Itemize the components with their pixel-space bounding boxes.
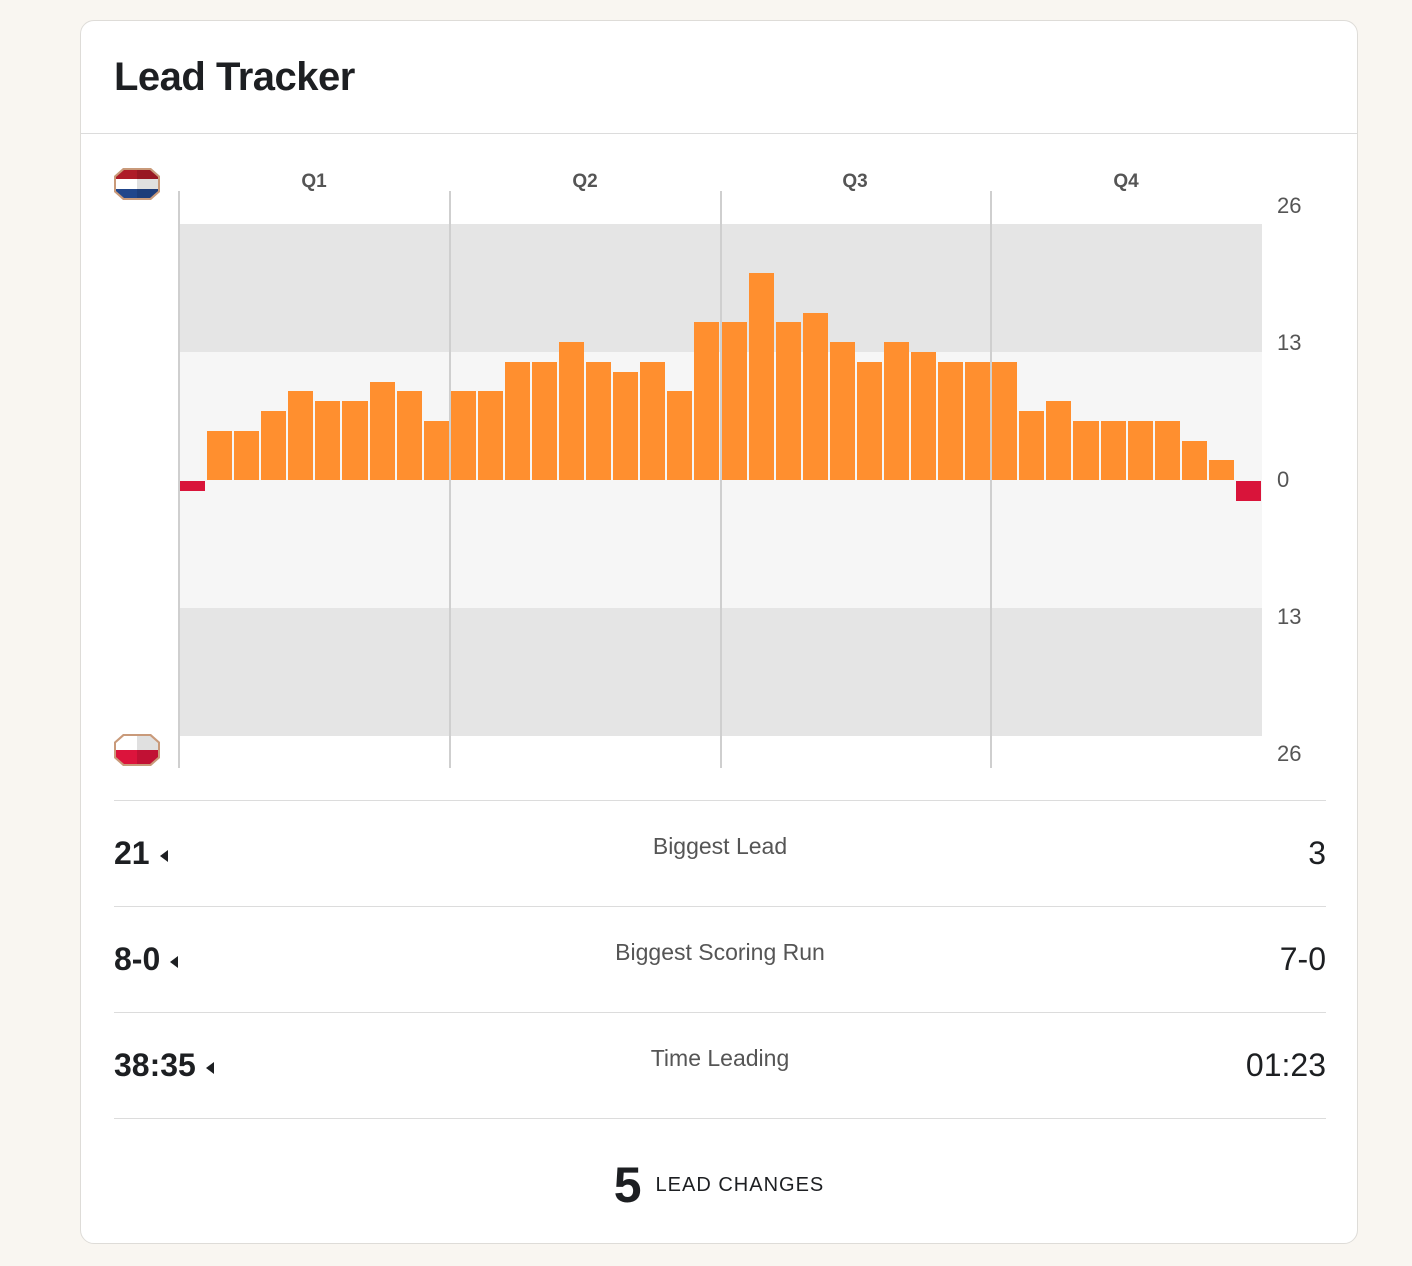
home-lead-bar	[1127, 420, 1153, 480]
home-value: 21	[114, 835, 168, 872]
away-scoring-run: 7-0	[1279, 941, 1326, 977]
quarter-label: Q3	[842, 171, 868, 192]
home-lead-bar	[234, 430, 260, 480]
netherlands-flag-icon	[113, 167, 161, 201]
away-time-leading: 01:23	[1245, 1047, 1326, 1083]
stat-row-scoring-run: 8-0 Biggest Scoring Run 7-0	[114, 906, 1326, 1013]
home-lead-bar	[369, 381, 395, 480]
home-lead-bar	[721, 322, 747, 480]
y-tick-label: 26	[1277, 741, 1302, 766]
home-lead-bar	[477, 391, 503, 480]
away-lead-bar	[1235, 481, 1261, 501]
quarter-label: Q2	[572, 171, 598, 192]
home-lead-bar	[261, 411, 287, 480]
home-lead-bar	[450, 391, 476, 480]
home-lead-bar	[775, 322, 801, 480]
home-lead-bar	[423, 420, 449, 480]
home-scoring-run: 8-0	[114, 941, 161, 977]
home-lead-bar	[856, 361, 882, 480]
caret-left-icon	[170, 955, 179, 968]
home-lead-bar	[640, 361, 666, 480]
home-lead-bar	[1073, 420, 1099, 480]
home-value: 38:35	[114, 1047, 214, 1084]
home-lead-bar	[1046, 401, 1072, 480]
lead-changes-label: LEAD CHANGES	[655, 1173, 825, 1196]
home-lead-bar	[1154, 420, 1180, 480]
home-lead-bar	[559, 342, 585, 480]
home-lead-bar	[911, 352, 937, 480]
lead-changes: 5 LEAD CHANGES	[81, 1156, 1357, 1214]
home-lead-bar	[992, 361, 1018, 480]
home-lead-bar	[694, 322, 720, 480]
stat-label: Time Leading	[650, 1045, 790, 1071]
poland-flag-icon	[113, 733, 161, 767]
caret-left-icon	[159, 849, 168, 862]
home-lead-bar	[965, 361, 991, 480]
home-lead-bar	[531, 361, 558, 480]
y-tick-label: 13	[1277, 604, 1302, 629]
home-lead-bar	[586, 361, 612, 480]
y-tick-label: 13	[1277, 330, 1302, 355]
home-lead-bar	[396, 391, 422, 480]
away-biggest-lead: 3	[1308, 835, 1326, 871]
home-lead-bar	[829, 342, 855, 480]
home-lead-bar	[504, 361, 530, 480]
home-lead-bar	[1208, 460, 1234, 480]
home-time-leading: 38:35	[114, 1047, 196, 1083]
home-lead-bar	[802, 312, 828, 480]
y-tick-label: 0	[1277, 467, 1290, 492]
home-lead-bar	[1019, 411, 1045, 480]
row-divider	[114, 1118, 1326, 1119]
caret-left-icon	[205, 1061, 214, 1074]
home-lead-bar	[938, 361, 964, 480]
quarter-divider	[448, 191, 451, 768]
card-title: Lead Tracker	[114, 55, 355, 99]
stat-label: Biggest Scoring Run	[615, 939, 825, 965]
y-tick-label: 26	[1277, 193, 1302, 218]
stat-row-time-leading: 38:35 Time Leading 01:23	[114, 1012, 1326, 1119]
home-lead-bar	[1181, 440, 1207, 480]
lead-tracker-card: Lead Tracker 26 13 0 13 26 Q1 Q2 Q3 Q4 2…	[80, 20, 1358, 1244]
home-value: 8-0	[114, 941, 179, 978]
home-lead-bar	[883, 342, 909, 480]
home-lead-bar	[288, 391, 314, 480]
stat-label: Biggest Lead	[652, 833, 788, 859]
quarter-label: Q4	[1113, 171, 1139, 192]
home-lead-bar	[748, 273, 774, 480]
header-divider	[81, 133, 1357, 134]
home-lead-bar	[613, 371, 639, 480]
lead-chart: 26 13 0 13 26 Q1 Q2 Q3 Q4	[81, 21, 1357, 801]
home-lead-bar	[342, 401, 368, 480]
home-biggest-lead: 21	[114, 835, 150, 871]
home-lead-bar	[207, 430, 233, 480]
stat-row-biggest-lead: 21 Biggest Lead 3	[114, 800, 1326, 907]
away-lead-bar	[180, 481, 206, 491]
home-lead-bar	[315, 401, 341, 480]
home-lead-bar	[1100, 420, 1126, 480]
quarter-label: Q1	[301, 171, 327, 192]
home-lead-bar	[667, 391, 693, 480]
lead-changes-count: 5	[613, 1157, 642, 1213]
quarter-divider	[178, 191, 180, 768]
quarter-divider	[719, 191, 722, 768]
quarter-divider	[990, 191, 993, 768]
